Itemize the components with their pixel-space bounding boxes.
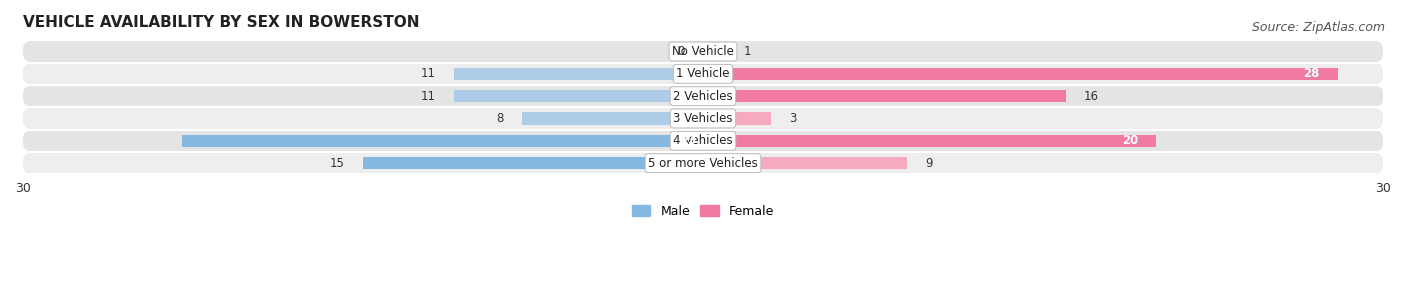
Bar: [703, 157, 907, 169]
Text: 8: 8: [496, 112, 503, 125]
FancyBboxPatch shape: [22, 41, 1384, 62]
Text: 0: 0: [678, 45, 685, 58]
Text: 20: 20: [1122, 134, 1139, 147]
Text: 28: 28: [1303, 67, 1320, 80]
FancyBboxPatch shape: [22, 108, 1384, 129]
FancyBboxPatch shape: [22, 152, 1384, 174]
Text: 11: 11: [420, 90, 436, 103]
Text: VEHICLE AVAILABILITY BY SEX IN BOWERSTON: VEHICLE AVAILABILITY BY SEX IN BOWERSTON: [22, 15, 419, 30]
Text: 1: 1: [744, 45, 751, 58]
Bar: [703, 90, 1066, 102]
Text: 11: 11: [420, 67, 436, 80]
FancyBboxPatch shape: [22, 130, 1384, 152]
Bar: [454, 68, 703, 80]
FancyBboxPatch shape: [22, 63, 1384, 84]
Text: No Vehicle: No Vehicle: [672, 45, 734, 58]
Text: 3 Vehicles: 3 Vehicles: [673, 112, 733, 125]
Text: 9: 9: [925, 156, 932, 170]
Bar: [703, 135, 1156, 147]
Bar: [522, 112, 703, 125]
Text: 23: 23: [681, 134, 696, 147]
Bar: [703, 112, 770, 125]
Bar: [363, 157, 703, 169]
Bar: [703, 68, 1337, 80]
Bar: [454, 90, 703, 102]
Text: 16: 16: [1084, 90, 1099, 103]
Text: 3: 3: [789, 112, 797, 125]
Text: Source: ZipAtlas.com: Source: ZipAtlas.com: [1251, 21, 1385, 34]
Text: 2 Vehicles: 2 Vehicles: [673, 90, 733, 103]
Bar: [703, 45, 725, 58]
FancyBboxPatch shape: [22, 85, 1384, 107]
Text: 1 Vehicle: 1 Vehicle: [676, 67, 730, 80]
Text: 15: 15: [330, 156, 344, 170]
Bar: [181, 135, 703, 147]
Text: 5 or more Vehicles: 5 or more Vehicles: [648, 156, 758, 170]
Text: 4 Vehicles: 4 Vehicles: [673, 134, 733, 147]
Legend: Male, Female: Male, Female: [627, 200, 779, 223]
